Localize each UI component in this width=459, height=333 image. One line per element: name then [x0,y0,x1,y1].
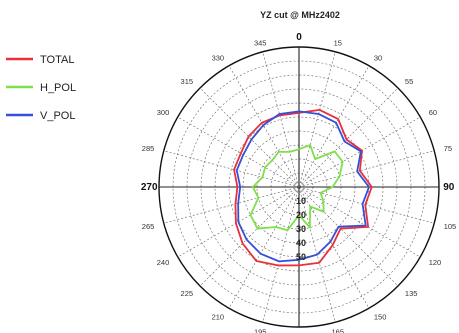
grid-spoke [298,186,421,258]
grid-spoke [298,87,399,188]
grid-spoke [177,116,300,188]
angle-tick-label: 345 [254,38,267,47]
angle-tick-label: 225 [181,289,194,298]
radial-tick-label: 10 [296,196,306,206]
angle-tick-label: 270 [141,182,158,193]
legend-item-v-pol: V_POL [6,110,75,122]
grid-spoke [262,51,300,188]
series-v-pol [235,110,370,263]
angle-tick-label: 105 [444,222,457,231]
grid-spoke [199,87,300,188]
chart-title: YZ cut @ MHz2402 [260,10,340,20]
angle-tick-label: 210 [212,313,225,322]
legend-label: TOTAL [40,54,74,66]
legend: TOTAL H_POL V_POL [6,54,76,122]
radial-tick-label: 40 [296,238,306,248]
angle-labels: 0 15 30 55 60 75 90 105 120 135 150 165 180 195 210 225… [141,32,456,333]
grid-spoke [228,65,300,188]
angle-tick-label: 265 [142,222,155,231]
angle-tick-label: 300 [157,108,170,117]
grid-spoke [298,150,435,188]
grid-spoke [163,186,300,224]
grid-spoke [298,186,435,224]
grid-spoke [298,116,421,188]
angle-tick-label: 240 [157,258,170,267]
series-layer [233,109,373,267]
angle-tick-label: 165 [332,328,345,333]
grid-spoke [298,51,336,188]
angle-tick-label: 0 [296,32,302,43]
polar-grid [158,46,440,328]
grid-spoke [298,65,370,188]
angle-tick-label: 120 [429,258,442,267]
radial-labels: 10 20 30 40 50 [296,196,306,262]
grid-spoke [298,186,370,309]
grid-spoke [163,150,300,188]
series-h-pol [249,144,344,232]
angle-tick-label: 330 [212,53,225,62]
angle-tick-label: 180 [291,332,308,333]
angle-tick-label: 15 [334,38,342,47]
grid-spoke [298,186,399,287]
series-total [233,109,373,267]
angle-tick-label: 285 [142,144,155,153]
angle-tick-label: 195 [254,328,267,333]
legend-label: V_POL [40,110,75,122]
angle-tick-label: 75 [444,144,452,153]
angle-tick-label: 315 [181,77,194,86]
angle-tick-label: 150 [374,313,387,322]
angle-tick-label: 55 [405,77,413,86]
grid-spoke [228,186,300,309]
angle-tick-label: 90 [443,182,455,193]
grid-spoke [199,186,300,287]
radial-tick-label: 20 [296,210,306,220]
angle-tick-label: 30 [374,53,382,62]
angle-tick-label: 135 [405,289,418,298]
legend-item-h-pol: H_POL [6,82,76,94]
radial-tick-label: 30 [296,224,306,234]
grid-spoke [262,186,300,323]
legend-item-total: TOTAL [6,54,74,66]
radial-tick-label: 50 [296,252,306,262]
legend-label: H_POL [40,82,76,94]
angle-tick-label: 60 [429,108,437,117]
